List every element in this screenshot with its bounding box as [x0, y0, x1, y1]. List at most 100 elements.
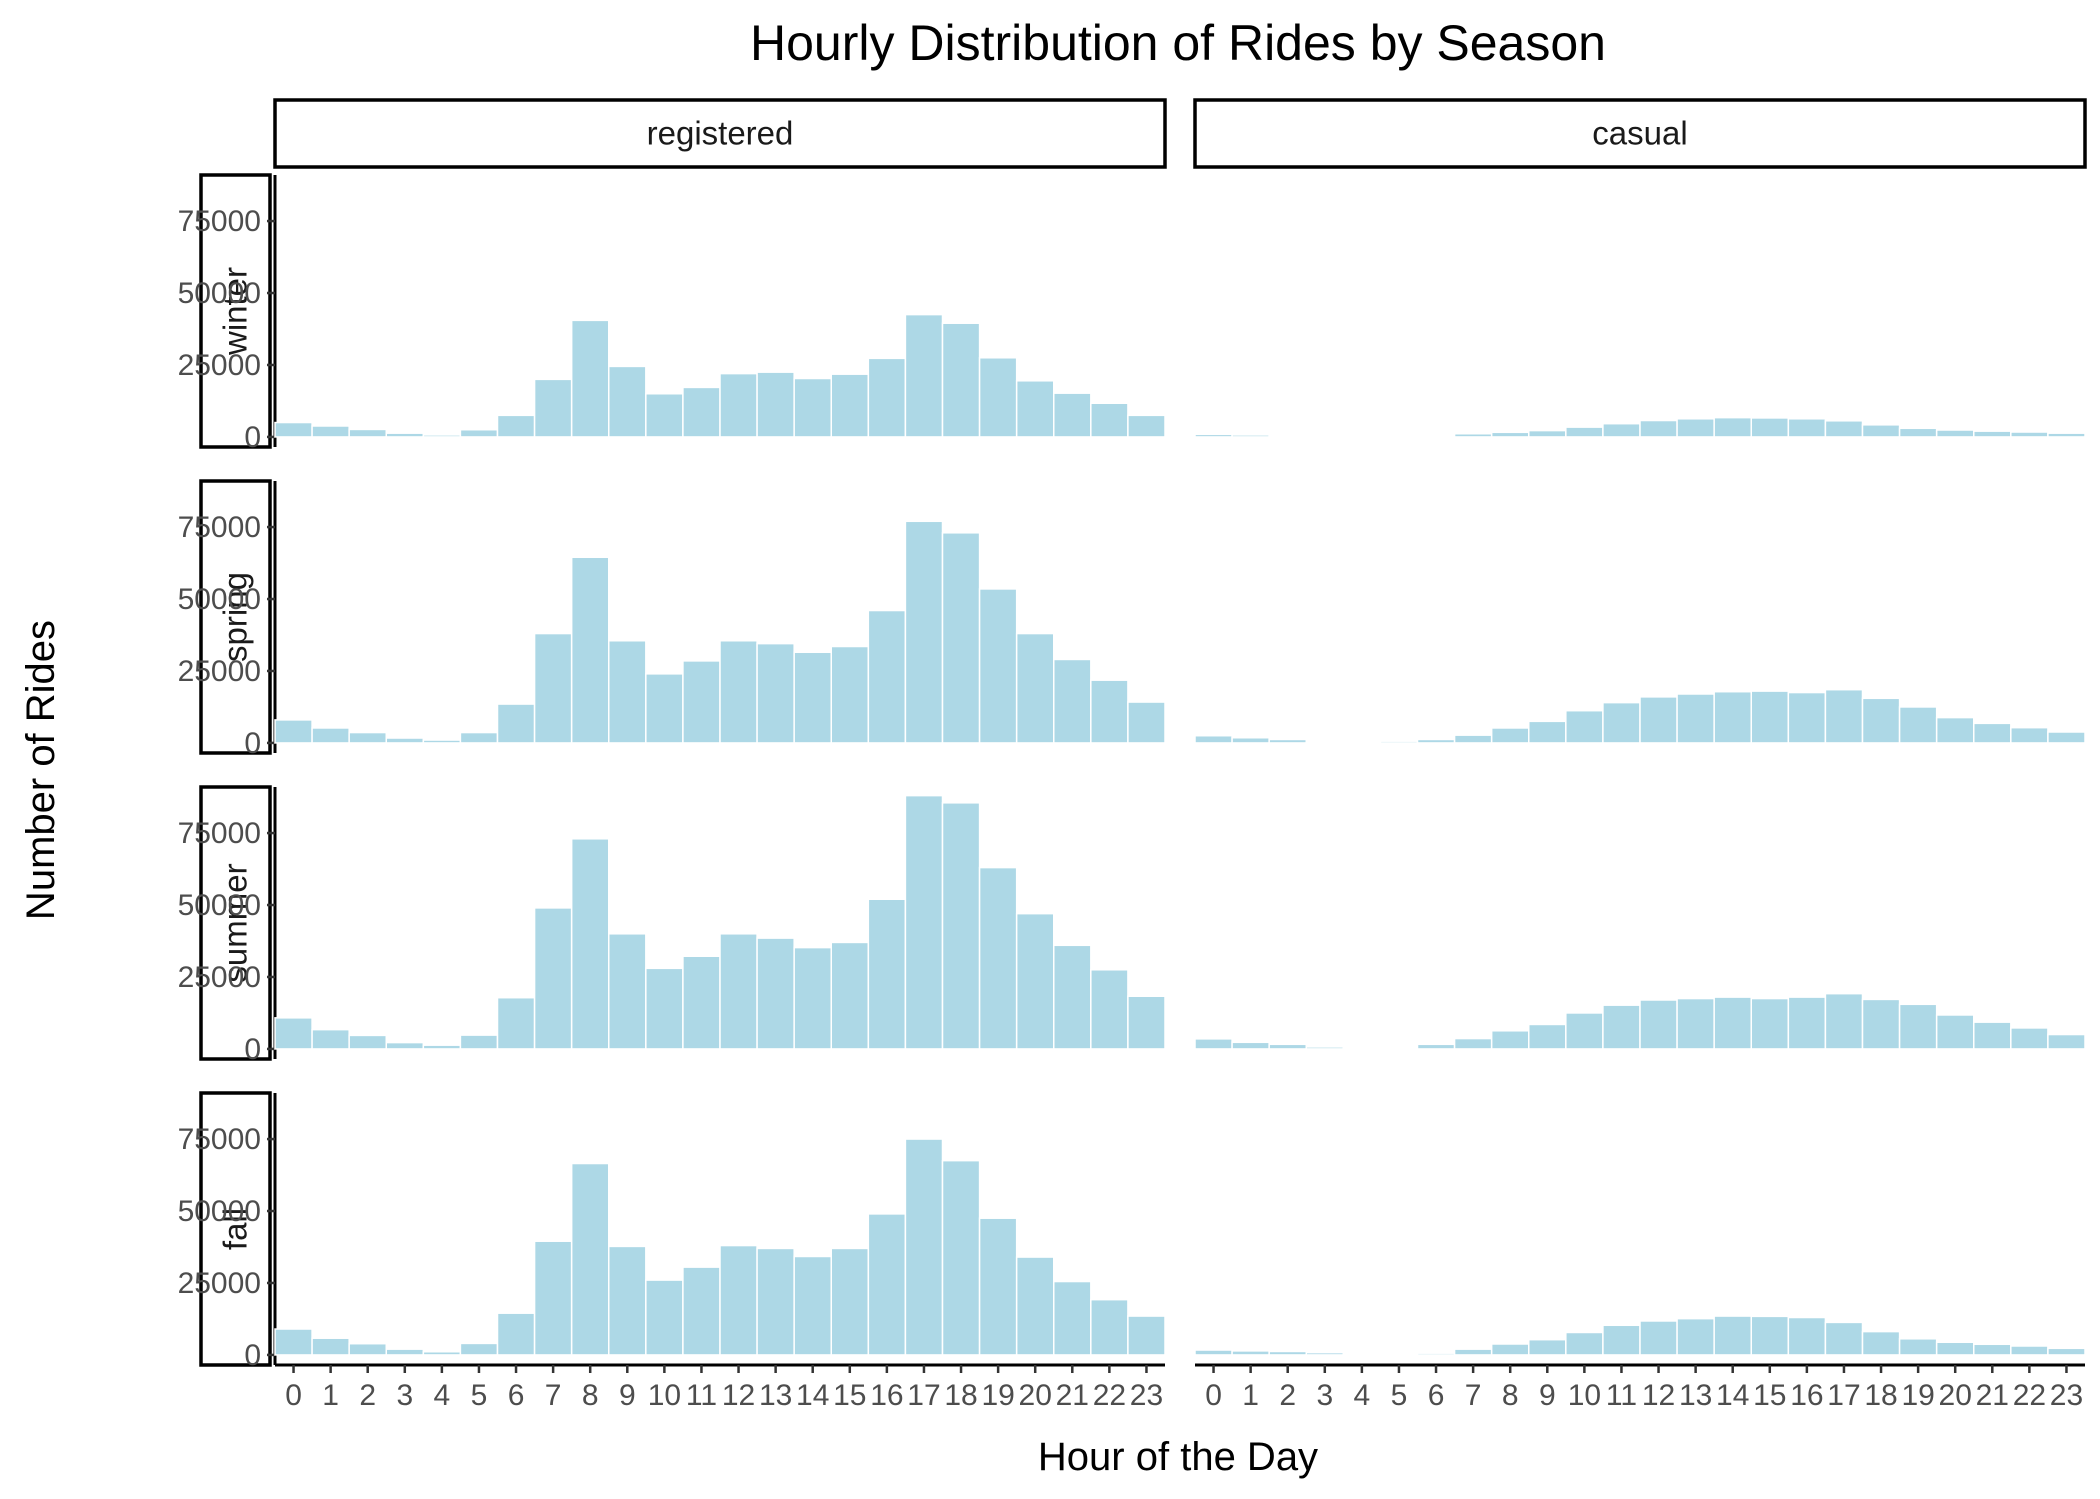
- bar-fall-registered-hour-3: [385, 1348, 425, 1356]
- x-axis-title: Hour of the Day: [1038, 1435, 1318, 1479]
- x-tick-label-registered-9: 9: [619, 1379, 636, 1412]
- bar-summer-registered-hour-2: [348, 1034, 387, 1050]
- y-axis-title: Number of Rides: [19, 620, 63, 920]
- x-tick-label-casual-0: 0: [1205, 1379, 1222, 1412]
- bar-summer-casual-hour-17: [1824, 992, 1864, 1050]
- x-tick-label-registered-13: 13: [759, 1379, 792, 1412]
- bar-spring-registered-hour-21: [1053, 658, 1092, 744]
- bar-winter-registered-hour-13: [756, 371, 795, 438]
- y-tick-label-spring-50000: 50000: [178, 583, 261, 616]
- bar-summer-casual-hour-7: [1453, 1037, 1493, 1050]
- bar-winter-registered-hour-2: [348, 428, 387, 438]
- bar-spring-registered-hour-14: [793, 651, 833, 744]
- bar-fall-registered-hour-23: [1127, 1315, 1166, 1356]
- bar-spring-registered-hour-6: [496, 703, 536, 744]
- y-tick-label-fall-0: 0: [244, 1339, 261, 1372]
- bar-summer-registered-hour-9: [608, 933, 647, 1050]
- y-tick-label-spring-25000: 25000: [178, 655, 261, 688]
- bar-winter-casual-hour-12: [1639, 419, 1678, 438]
- bar-spring-casual-hour-9: [1528, 720, 1567, 744]
- bar-fall-registered-hour-14: [793, 1255, 833, 1356]
- bar-winter-registered-hour-8: [570, 319, 610, 438]
- bar-winter-casual-hour-9: [1528, 429, 1567, 438]
- bar-winter-registered-hour-20: [1015, 380, 1055, 438]
- bar-spring-registered-hour-16: [867, 609, 907, 744]
- bar-fall-casual-hour-3: [1305, 1351, 1345, 1356]
- x-tick-label-casual-20: 20: [1939, 1379, 1972, 1412]
- row-strip-summer: [199, 785, 272, 1061]
- row-strip-label-winter: winter: [217, 267, 254, 356]
- bar-fall-casual-hour-6: [1416, 1352, 1456, 1356]
- bar-winter-registered-hour-22: [1090, 402, 1129, 438]
- bar-summer-registered-hour-5: [459, 1034, 499, 1050]
- panel-fall-casual: [1194, 1315, 2086, 1356]
- bar-fall-registered-hour-20: [1015, 1256, 1055, 1356]
- bar-winter-casual-hour-3: [1305, 435, 1345, 438]
- bar-winter-registered-hour-17: [904, 313, 944, 438]
- bar-summer-casual-hour-16: [1787, 996, 1827, 1050]
- bar-winter-registered-hour-3: [385, 432, 425, 438]
- x-tick-label-registered-4: 4: [434, 1379, 451, 1412]
- y-tick-label-fall-25000: 25000: [178, 1267, 261, 1300]
- y-tick-label-winter-0: 0: [244, 421, 261, 454]
- x-tick-label-casual-2: 2: [1279, 1379, 1296, 1412]
- bar-spring-casual-hour-21: [1973, 722, 2012, 744]
- bar-spring-registered-hour-4: [422, 739, 462, 744]
- bar-summer-registered-hour-21: [1053, 944, 1092, 1050]
- bar-fall-casual-hour-13: [1676, 1317, 1715, 1356]
- x-tick-label-registered-12: 12: [722, 1379, 755, 1412]
- bar-winter-registered-hour-12: [719, 372, 758, 438]
- bar-fall-registered-hour-11: [682, 1266, 721, 1356]
- bar-fall-casual-hour-19: [1898, 1338, 1938, 1356]
- bar-summer-casual-hour-3: [1305, 1046, 1345, 1050]
- x-tick-label-casual-7: 7: [1465, 1379, 1482, 1412]
- bar-summer-casual-hour-9: [1528, 1023, 1567, 1050]
- y-tick-label-fall-50000: 50000: [178, 1195, 261, 1228]
- bar-fall-casual-hour-15: [1750, 1315, 1790, 1356]
- bar-fall-registered-hour-21: [1053, 1280, 1092, 1356]
- bar-fall-registered-hour-22: [1090, 1298, 1129, 1356]
- bar-winter-registered-hour-9: [608, 365, 647, 438]
- bar-spring-casual-hour-3: [1305, 740, 1345, 744]
- bar-fall-registered-hour-4: [422, 1351, 462, 1356]
- y-tick-label-winter-25000: 25000: [178, 349, 261, 382]
- bar-fall-registered-hour-6: [496, 1312, 536, 1356]
- bar-winter-casual-hour-0: [1194, 433, 1233, 438]
- bar-fall-casual-hour-0: [1194, 1349, 1233, 1356]
- bar-fall-casual-hour-2: [1268, 1350, 1307, 1356]
- x-tick-label-registered-15: 15: [833, 1379, 866, 1412]
- chart-title: Hourly Distribution of Rides by Season: [750, 15, 1606, 71]
- x-tick-label-casual-6: 6: [1428, 1379, 1445, 1412]
- row-strip-spring: [199, 479, 272, 755]
- bar-summer-casual-hour-20: [1935, 1014, 1975, 1050]
- y-tick-label-summer-25000: 25000: [178, 961, 261, 994]
- bar-summer-casual-hour-4: [1342, 1047, 1382, 1050]
- bar-fall-registered-hour-0: [274, 1328, 313, 1356]
- bar-fall-registered-hour-10: [645, 1279, 684, 1356]
- bar-spring-casual-hour-15: [1750, 690, 1790, 744]
- bar-winter-registered-hour-16: [867, 357, 907, 438]
- bar-fall-casual-hour-8: [1490, 1343, 1530, 1356]
- bar-summer-registered-hour-12: [719, 933, 758, 1050]
- bar-summer-casual-hour-10: [1565, 1012, 1604, 1050]
- bar-spring-registered-hour-3: [385, 737, 425, 744]
- x-tick-label-registered-20: 20: [1019, 1379, 1052, 1412]
- bar-fall-casual-hour-12: [1639, 1320, 1678, 1356]
- bar-summer-casual-hour-14: [1713, 996, 1752, 1050]
- x-tick-label-casual-22: 22: [2013, 1379, 2046, 1412]
- bar-summer-casual-hour-6: [1416, 1043, 1456, 1050]
- bar-summer-registered-hour-16: [867, 898, 907, 1050]
- bar-fall-casual-hour-10: [1565, 1331, 1604, 1356]
- bar-summer-registered-hour-20: [1015, 912, 1055, 1050]
- panel-spring-registered: [274, 520, 1166, 744]
- bar-spring-casual-hour-22: [2010, 726, 2049, 744]
- bar-winter-casual-hour-13: [1676, 418, 1715, 438]
- column-strip-registered: [273, 98, 1167, 169]
- x-tick-label-casual-9: 9: [1539, 1379, 1556, 1412]
- bar-spring-registered-hour-9: [608, 639, 647, 744]
- bar-spring-casual-hour-16: [1787, 691, 1827, 744]
- bar-summer-registered-hour-1: [311, 1028, 350, 1050]
- bar-fall-casual-hour-21: [1973, 1343, 2012, 1356]
- bar-winter-casual-hour-20: [1935, 429, 1975, 438]
- bar-fall-registered-hour-8: [570, 1162, 610, 1356]
